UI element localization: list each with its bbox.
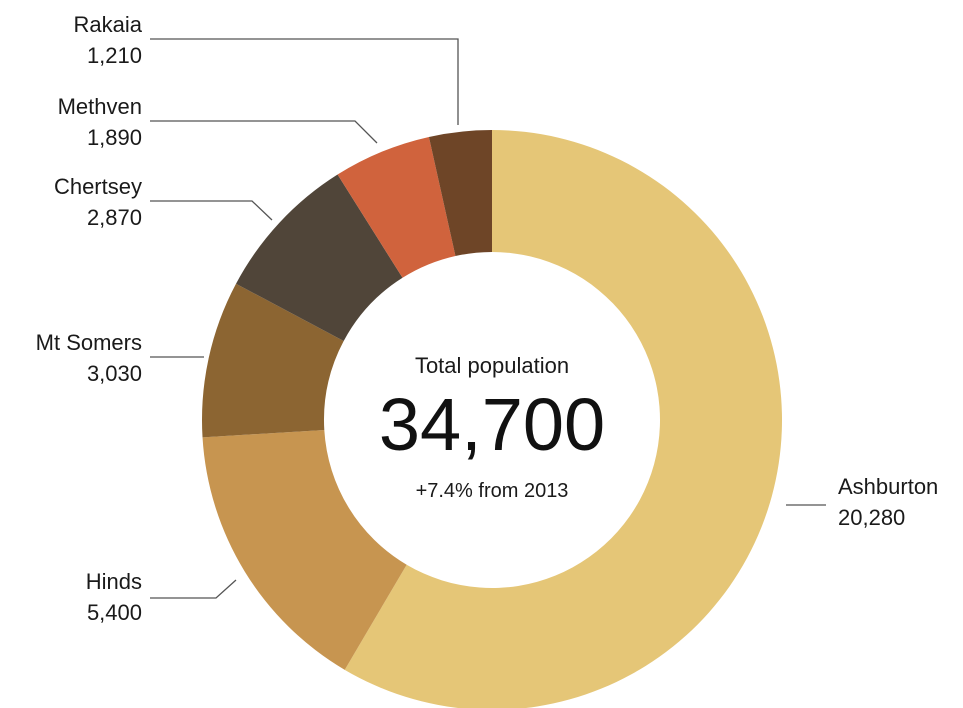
slice-methven — [337, 136, 456, 278]
leader-line-hinds — [150, 579, 237, 599]
slice-label-mt-somers: Mt Somers — [36, 330, 142, 355]
leader-line-rakaia — [150, 38, 459, 125]
slice-value-chertsey: 2,870 — [87, 205, 142, 230]
slice-labels: Ashburton 20,280 Hinds 5,400 Mt Somers 3,030 C… — [36, 12, 939, 625]
leader-lines — [150, 38, 826, 599]
slice-value-mt-somers: 3,030 — [87, 361, 142, 386]
slice-ashburton — [344, 130, 782, 708]
slice-value-ashburton: 20,280 — [838, 505, 905, 530]
center-total: 34,700 — [379, 383, 605, 466]
donut-slices — [202, 130, 782, 708]
slice-label-rakaia: Rakaia — [74, 12, 143, 37]
center-change: +7.4% from 2013 — [416, 480, 569, 502]
slice-value-methven: 1,890 — [87, 125, 142, 150]
slice-value-rakaia: 1,210 — [87, 43, 142, 68]
slice-chertsey — [236, 174, 403, 342]
leader-line-methven — [150, 120, 378, 144]
slice-label-ashburton: Ashburton — [838, 474, 938, 499]
slice-label-methven: Methven — [58, 94, 142, 119]
slice-mt-somers — [202, 283, 344, 438]
slice-rakaia — [428, 130, 492, 257]
slice-label-chertsey: Chertsey — [54, 174, 142, 199]
slice-label-hinds: Hinds — [86, 569, 142, 594]
slice-hinds — [202, 430, 407, 670]
slice-value-hinds: 5,400 — [87, 600, 142, 625]
center-title: Total population — [415, 353, 569, 378]
leader-line-chertsey — [150, 200, 273, 221]
